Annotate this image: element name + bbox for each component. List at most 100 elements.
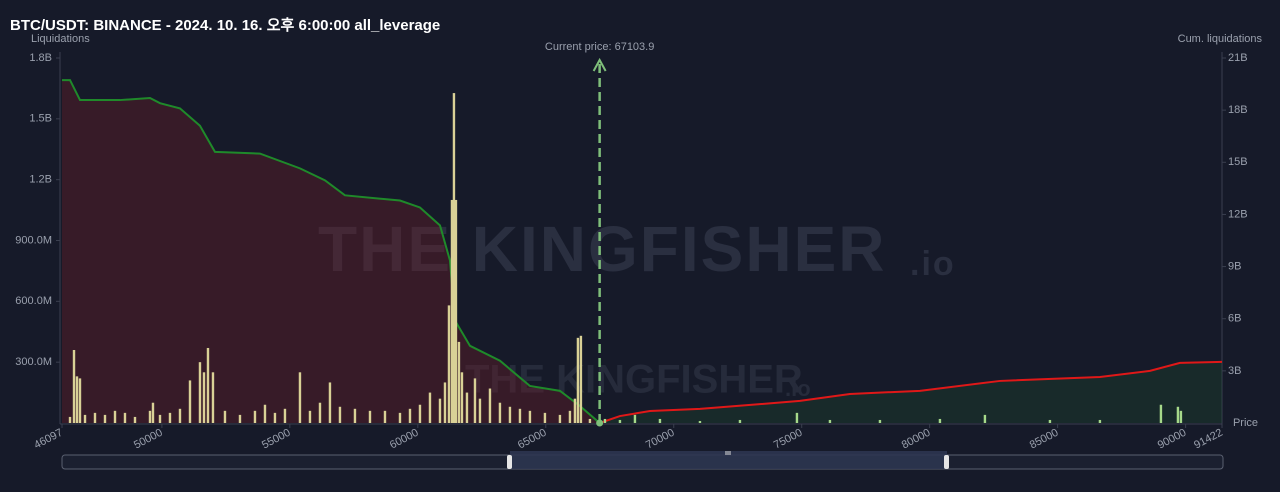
bar [206, 347, 210, 423]
bar [168, 412, 172, 423]
y2-tick-label: 9B [1228, 260, 1241, 272]
y-tick-label: 600.0M [15, 295, 52, 307]
bar [878, 419, 882, 423]
bar [418, 404, 422, 423]
y-tick-label: 1.2B [29, 174, 52, 186]
zoom-slider[interactable] [61, 451, 1224, 470]
bar [465, 392, 469, 423]
bar [318, 402, 322, 423]
current-price-label: Current price: 67103.9 [545, 41, 654, 53]
bar [398, 412, 402, 423]
slider-grip[interactable] [725, 451, 731, 455]
bar [148, 410, 152, 423]
y-tick-label: 900.0M [15, 234, 52, 246]
slider-handle[interactable] [507, 455, 512, 469]
bar [454, 199, 458, 423]
bar [576, 337, 580, 423]
bar [308, 410, 312, 423]
bar [1176, 406, 1180, 423]
bar [328, 382, 332, 423]
y-tick-label: 1.8B [29, 52, 52, 64]
bar [568, 410, 572, 423]
bar [238, 414, 242, 423]
bar [75, 376, 79, 423]
area [599, 361, 1222, 423]
y-axis-title: Liquidations [31, 33, 90, 45]
bar [603, 418, 607, 423]
bar [78, 378, 82, 423]
bar [1179, 410, 1183, 423]
bar [68, 416, 72, 423]
bar [408, 408, 412, 423]
bar [83, 414, 87, 423]
bar [443, 382, 447, 423]
bar [1048, 419, 1052, 423]
bar [283, 408, 287, 423]
chart-title: BTC/USDT: BINANCE - 2024. 10. 16. 오후 6:0… [10, 17, 440, 34]
bar [353, 408, 357, 423]
watermark: THE KINGFISHER [318, 213, 886, 285]
bar [795, 412, 799, 423]
bar [202, 372, 206, 423]
y2-tick-label: 6B [1228, 313, 1241, 325]
y2-tick-label: 12B [1228, 208, 1248, 220]
bar [113, 410, 117, 423]
line [599, 360, 1223, 424]
bar [338, 406, 342, 423]
bar [558, 414, 562, 423]
y-tick-label: 300.0M [15, 356, 52, 368]
bar [188, 380, 192, 423]
bar [158, 414, 162, 423]
y2-tick-label: 18B [1228, 104, 1248, 116]
bar [438, 398, 442, 423]
bar [618, 419, 622, 423]
bar [528, 410, 532, 423]
watermark-suffix: .io [785, 376, 811, 401]
bar [103, 414, 107, 423]
y2-tick-label: 21B [1228, 52, 1248, 64]
bar [273, 412, 277, 423]
bar [298, 372, 302, 423]
x-axis-title: Price [1233, 417, 1258, 429]
bar [573, 398, 577, 423]
bar [368, 410, 372, 423]
bar [457, 341, 461, 423]
watermark-suffix: .io [910, 245, 956, 283]
bar [508, 406, 512, 423]
bar [211, 372, 215, 423]
bar [383, 410, 387, 423]
bar [133, 416, 137, 423]
bar [488, 388, 492, 423]
bar [460, 372, 464, 423]
slider-window[interactable] [510, 451, 947, 469]
bar [543, 412, 547, 423]
bar [93, 412, 97, 423]
bar [658, 418, 662, 423]
y-tick-label: 1.5B [29, 113, 52, 125]
bar [151, 402, 155, 423]
bar [198, 362, 202, 423]
bar [579, 335, 583, 423]
bar [452, 93, 456, 423]
slider-handle[interactable] [944, 455, 949, 469]
y2-tick-label: 15B [1228, 156, 1248, 168]
bar [478, 398, 482, 423]
bar [253, 410, 257, 423]
bar [223, 410, 227, 423]
bar [938, 418, 942, 423]
line [62, 79, 601, 424]
bar [1098, 419, 1102, 423]
bar [1159, 404, 1163, 423]
bar [738, 419, 742, 423]
bar [428, 392, 432, 423]
bar [263, 404, 267, 423]
bar [178, 408, 182, 423]
bar [473, 378, 477, 423]
area [62, 80, 600, 424]
bar [518, 408, 522, 423]
current-price-dot [596, 419, 604, 427]
bar [828, 419, 832, 423]
y2-tick-label: 3B [1228, 365, 1241, 377]
bar [72, 350, 76, 423]
